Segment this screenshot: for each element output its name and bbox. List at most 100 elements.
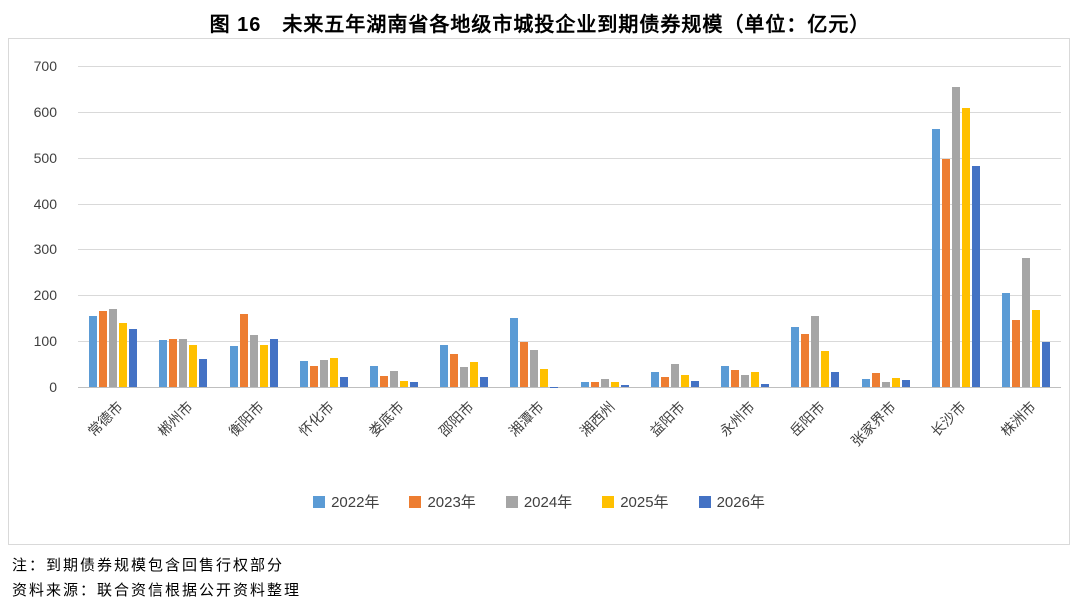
- bar: [620, 384, 629, 387]
- y-tick-label: 300: [33, 241, 57, 258]
- bar-group: [429, 66, 499, 387]
- bar: [520, 342, 529, 387]
- bar: [941, 159, 950, 387]
- chart-area: 0 100 200 300 400 500 600 700 常德市 郴州市 衡阳市 怀化市 娄底市 邵阳…: [8, 38, 1070, 545]
- legend-swatch-icon: [505, 495, 518, 508]
- y-tick-label: 100: [33, 333, 57, 350]
- bar: [731, 369, 740, 387]
- bar: [470, 361, 479, 387]
- y-tick-label: 200: [33, 287, 57, 304]
- bar: [189, 344, 198, 387]
- bar: [881, 381, 890, 387]
- x-category-cell: 株洲市: [991, 391, 1061, 479]
- gridline: [78, 295, 1061, 297]
- bar-group: [640, 66, 710, 387]
- x-category-cell: 张家界市: [847, 391, 920, 479]
- bar: [721, 366, 730, 387]
- legend-item: 2026年: [698, 491, 765, 512]
- footnotes: 注：到期债券规模包含回售行权部分 资料来源：联合资信根据公开资料整理: [12, 554, 301, 604]
- bar: [530, 349, 539, 387]
- x-category-cell: 长沙市: [921, 391, 991, 479]
- bar: [871, 373, 880, 387]
- plot-area: [78, 66, 1061, 388]
- bar: [319, 359, 328, 387]
- bar-group: [780, 66, 850, 387]
- gridline: [78, 249, 1061, 251]
- note-line: 注：到期债券规模包含回售行权部分: [12, 558, 285, 574]
- y-tick-label: 500: [33, 149, 57, 166]
- legend-swatch-icon: [313, 495, 326, 508]
- bar: [99, 310, 108, 387]
- bar: [159, 340, 168, 387]
- legend-label: 2026年: [716, 494, 765, 511]
- x-category-label: 怀化市: [295, 398, 337, 440]
- x-category-cell: 永州市: [710, 391, 780, 479]
- bar: [269, 339, 278, 387]
- legend-label: 2023年: [427, 494, 476, 511]
- bar: [129, 329, 138, 387]
- x-axis: 常德市 郴州市 衡阳市 怀化市 娄底市 邵阳市 湘潭市 湘西州 益阳市 永州市 岳阳市 张家界市 长沙市…: [78, 391, 1061, 479]
- bar: [309, 366, 318, 387]
- bar: [119, 322, 128, 387]
- legend-item: 2022年: [313, 491, 379, 512]
- bar: [821, 351, 830, 387]
- x-category-cell: 常德市: [78, 391, 148, 479]
- bar: [299, 360, 308, 387]
- x-category-label: 永州市: [716, 398, 758, 440]
- chart-title: 图 16 未来五年湖南省各地级市城投企业到期债券规模（单位：亿元）: [209, 14, 871, 36]
- x-category-cell: 娄底市: [359, 391, 429, 479]
- x-category-cell: 衡阳市: [218, 391, 288, 479]
- bar: [379, 376, 388, 387]
- bar: [540, 368, 549, 387]
- bar: [861, 378, 870, 387]
- y-axis: 0 100 200 300 400 500 600 700: [9, 58, 71, 395]
- legend-swatch-icon: [409, 495, 422, 508]
- bar: [399, 381, 408, 387]
- x-category-cell: 湘潭市: [499, 391, 569, 479]
- bar: [440, 345, 449, 387]
- bar: [751, 371, 760, 387]
- bar: [450, 353, 459, 387]
- bar: [951, 86, 960, 387]
- bar: [460, 366, 469, 387]
- gridline: [78, 341, 1061, 343]
- bar: [660, 376, 669, 387]
- bar-group: [78, 66, 148, 387]
- gridline: [78, 111, 1061, 113]
- bar-group: [710, 66, 780, 387]
- bar: [389, 370, 398, 387]
- bar: [580, 381, 589, 387]
- bar-group: [921, 66, 991, 387]
- x-category-label: 益阳市: [646, 398, 688, 440]
- bar: [169, 338, 178, 387]
- bar: [229, 345, 238, 387]
- bar: [901, 380, 910, 387]
- bar: [1001, 293, 1010, 387]
- y-tick-label: 0: [49, 379, 57, 395]
- x-category-label: 株洲市: [997, 398, 1039, 440]
- bar: [109, 309, 118, 387]
- bar: [931, 129, 940, 387]
- bar-group: [148, 66, 218, 387]
- legend-swatch-icon: [602, 495, 615, 508]
- bar: [831, 371, 840, 387]
- bar: [761, 383, 770, 387]
- x-category-cell: 岳阳市: [780, 391, 850, 479]
- bar: [239, 313, 248, 387]
- bar: [811, 316, 820, 387]
- bar: [510, 317, 519, 387]
- x-category-label: 岳阳市: [787, 398, 829, 440]
- x-category-label: 常德市: [84, 398, 126, 440]
- bar: [670, 364, 679, 387]
- x-category-label: 张家界市: [847, 398, 899, 450]
- gridline: [78, 66, 1061, 67]
- bar-group: [289, 66, 359, 387]
- bar-group: [499, 66, 569, 387]
- legend: 2022年 2023年 2024年 2025年 2026年: [9, 491, 1069, 512]
- bar: [891, 377, 900, 387]
- y-tick-label: 700: [33, 58, 57, 74]
- bar: [369, 366, 378, 387]
- legend-swatch-icon: [698, 495, 711, 508]
- bar: [801, 334, 810, 387]
- legend-label: 2025年: [620, 494, 669, 511]
